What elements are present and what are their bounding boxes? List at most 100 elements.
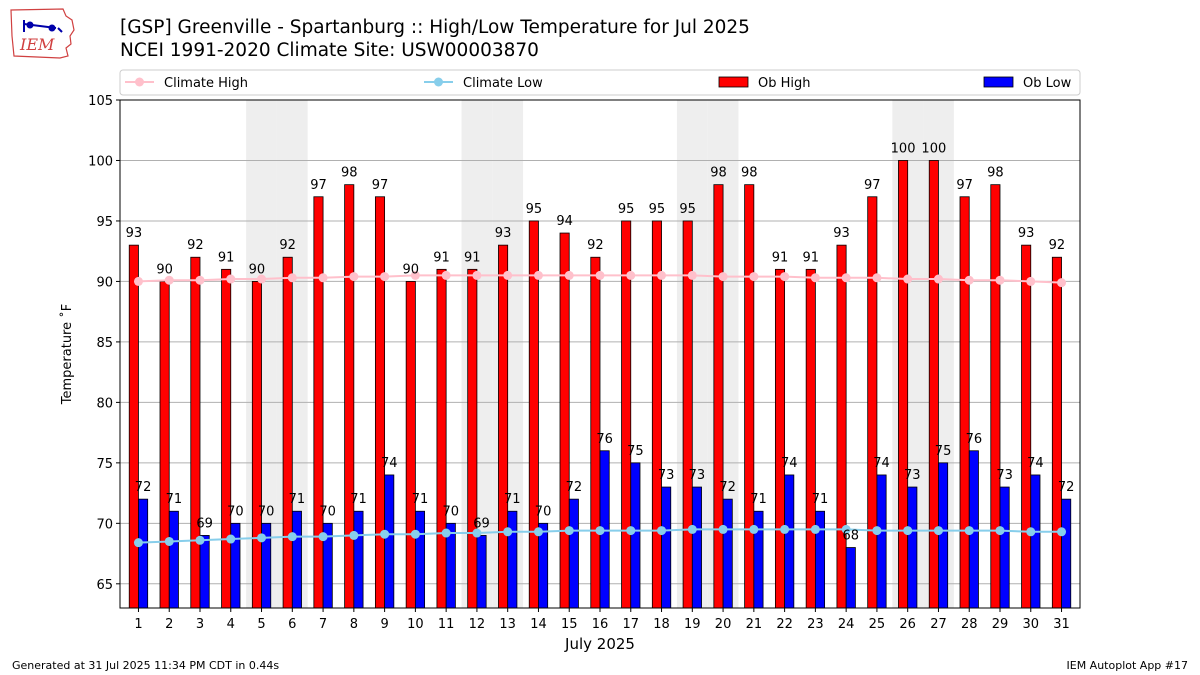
climate-high-point: [410, 270, 420, 280]
climate-high-point: [595, 270, 605, 280]
ob-high-value-label: 91: [464, 250, 481, 265]
ob-low-value-label: 72: [1058, 480, 1075, 495]
ob-low-value-label: 76: [966, 432, 983, 447]
climate-low-point: [257, 533, 267, 543]
ob-low-value-label: 75: [935, 444, 952, 459]
climate-high-point: [287, 273, 297, 283]
ob-high-bar: [774, 268, 786, 609]
x-tick-label: 20: [715, 617, 732, 632]
climate-low-point: [1026, 527, 1036, 537]
climate-high-point: [933, 274, 943, 284]
weekend-shade: [492, 100, 524, 608]
climate-low-point: [533, 527, 543, 537]
ob-high-bar: [159, 281, 170, 609]
ob-high-value-label: 92: [279, 238, 296, 253]
ob-low-value-label: 73: [689, 468, 706, 483]
x-tick-label: 4: [227, 617, 235, 632]
ob-high-value-label: 91: [772, 250, 789, 265]
legend-climate-low-marker: [434, 77, 443, 87]
x-tick-label: 31: [1053, 617, 1070, 632]
ob-low-value-label: 73: [996, 468, 1013, 483]
x-axis-label: July 2025: [564, 635, 635, 653]
ob-low-value-label: 71: [412, 492, 429, 507]
ob-low-value-label: 72: [135, 480, 152, 495]
weekend-shade: [707, 100, 739, 608]
weekend-shade: [676, 100, 708, 608]
ob-low-bar: [138, 498, 149, 609]
climate-high-point: [657, 270, 667, 280]
ob-high-bar: [836, 244, 847, 609]
ob-high-value-label: 93: [495, 226, 512, 241]
legend: Climate High Climate Low Ob High Ob Low: [119, 69, 1081, 96]
ob-low-value-label: 69: [473, 516, 490, 531]
climate-low-point: [195, 535, 205, 545]
ob-low-bar: [353, 510, 364, 609]
x-tick-label: 3: [196, 617, 204, 632]
ob-high-value-label: 95: [526, 202, 543, 217]
y-tick-label: 100: [88, 154, 113, 169]
ob-high-value-label: 97: [956, 178, 973, 193]
legend-climate-low-label: Climate Low: [463, 76, 543, 91]
ob-low-bar: [322, 522, 333, 609]
y-tick-label: 70: [96, 517, 113, 532]
climate-low-point: [595, 526, 605, 536]
legend-ob-high-label: Ob High: [758, 76, 811, 91]
climate-high-point: [380, 272, 390, 282]
ob-high-value-label: 98: [987, 166, 1004, 181]
app-credit: IEM Autoplot App #17: [1066, 659, 1189, 672]
iowa-state-outline-icon: [10, 8, 75, 59]
ob-high-bar: [190, 256, 201, 609]
ob-high-bar: [405, 281, 416, 609]
ob-high-value-label: 91: [218, 250, 235, 265]
climate-low-point: [349, 530, 359, 540]
legend-ob-high-swatch: [718, 76, 749, 88]
climate-low-point: [780, 524, 790, 534]
climate-high-point: [995, 275, 1005, 285]
climate-low-point: [164, 536, 174, 546]
weather-station-icon: [23, 20, 63, 33]
ob-low-value-label: 70: [535, 504, 552, 519]
ob-high-bar: [682, 220, 693, 609]
y-tick-label: 85: [96, 336, 113, 351]
climate-high-point: [1057, 278, 1067, 288]
ob-low-bar: [599, 450, 610, 609]
climate-low-point: [287, 532, 297, 542]
x-tick-label: 28: [961, 617, 978, 632]
climate-low-point: [133, 538, 143, 548]
climate-high-point: [503, 270, 513, 280]
climate-high-point: [687, 270, 697, 280]
climate-low-point: [903, 526, 913, 536]
ob-low-bar: [691, 486, 702, 609]
y-tick-label: 95: [96, 215, 113, 230]
climate-high-point: [257, 274, 267, 284]
x-tick-label: 2: [165, 617, 173, 632]
ob-high-value-label: 98: [741, 166, 758, 181]
ob-high-bar: [467, 268, 478, 609]
ob-high-value-label: 90: [402, 262, 419, 277]
x-tick-label: 17: [622, 617, 639, 632]
ob-low-value-label: 72: [719, 480, 736, 495]
x-tick-label: 10: [407, 617, 424, 632]
ob-high-value-label: 91: [433, 250, 450, 265]
x-tick-label: 27: [930, 617, 947, 632]
climate-high-point: [533, 270, 543, 280]
climate-high-point: [749, 272, 759, 282]
ob-high-bar: [221, 268, 232, 609]
ob-high-bar: [1021, 244, 1032, 609]
climate-low-point: [318, 532, 328, 542]
ob-low-bar: [445, 522, 456, 609]
climate-high-point: [318, 273, 328, 283]
climate-low-line: [138, 528, 1062, 544]
ob-high-value-label: 90: [156, 262, 173, 277]
climate-low-point: [933, 526, 943, 536]
climate-low-point: [964, 526, 974, 536]
x-tick-label: 30: [1022, 617, 1039, 632]
ob-high-value-label: 94: [556, 214, 573, 229]
climate-low-point: [687, 524, 697, 534]
x-tick-label: 9: [380, 617, 388, 632]
ob-high-bar: [498, 244, 509, 609]
ob-high-value-label: 91: [802, 250, 819, 265]
x-tick-label: 1: [134, 617, 142, 632]
ob-high-bar: [621, 220, 632, 609]
